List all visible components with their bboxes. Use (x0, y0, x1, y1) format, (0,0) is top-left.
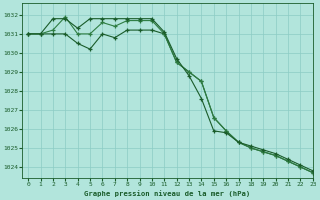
X-axis label: Graphe pression niveau de la mer (hPa): Graphe pression niveau de la mer (hPa) (84, 190, 251, 197)
